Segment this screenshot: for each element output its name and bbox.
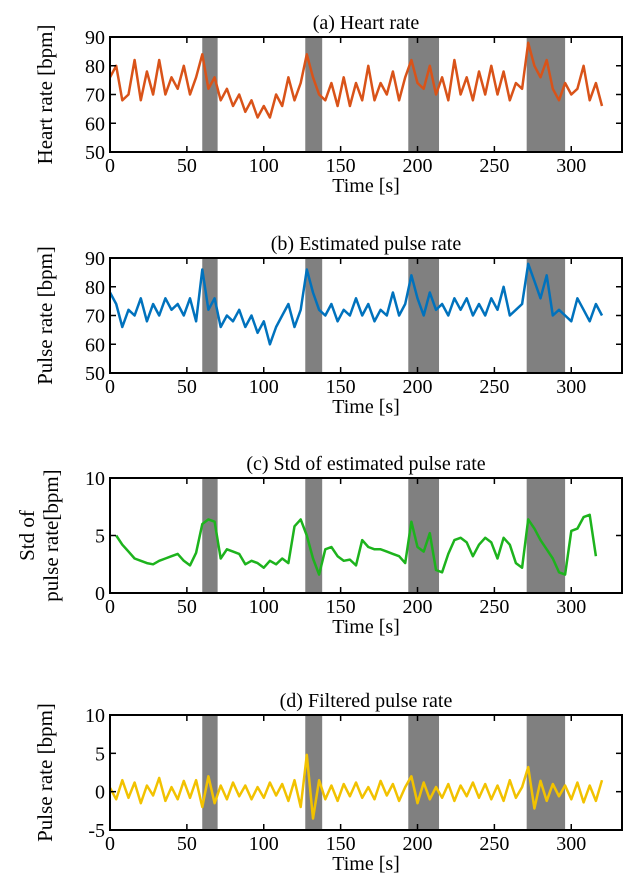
y-tick-label: 5	[95, 526, 105, 548]
shaded-region	[526, 478, 566, 593]
x-axis-label: Time [s]	[332, 616, 400, 638]
subplot-title: (d) Filtered pulse rate	[280, 690, 453, 712]
y-axis-label: Heart rate [bpm]	[33, 25, 57, 165]
x-tick-label: 150	[326, 596, 356, 618]
shaded-region	[305, 715, 323, 830]
y-tick-label: 80	[85, 277, 105, 299]
y-tick-label: 70	[85, 306, 105, 328]
shaded-region	[526, 715, 566, 830]
shaded-region	[408, 715, 440, 830]
x-tick-label: 100	[249, 596, 279, 618]
shaded-region	[202, 37, 218, 152]
y-tick-label: 0	[95, 583, 105, 605]
x-tick-label: 200	[403, 376, 433, 398]
x-tick-label: 0	[105, 376, 115, 398]
y-tick-label: 60	[85, 334, 105, 356]
shaded-region	[202, 715, 218, 830]
x-tick-label: 300	[556, 596, 586, 618]
x-tick-label: 200	[403, 833, 433, 855]
subplot-title: (b) Estimated pulse rate	[271, 233, 462, 255]
y-tick-label: 50	[85, 142, 105, 164]
y-tick-label: 10	[85, 705, 105, 727]
y-tick-label: 60	[85, 113, 105, 135]
data-line	[108, 753, 604, 820]
y-tick-label: 90	[85, 248, 105, 270]
x-tick-label: 150	[326, 155, 356, 177]
x-tick-label: 250	[479, 376, 509, 398]
axes-box	[109, 714, 623, 831]
x-tick-label: 50	[177, 833, 197, 855]
shaded-region	[408, 37, 440, 152]
subplot-title: (a) Heart rate	[313, 12, 420, 34]
y-tick-label: 80	[85, 56, 105, 78]
shaded-region	[408, 478, 440, 593]
x-tick-label: 300	[556, 376, 586, 398]
y-tick-label: 5	[95, 743, 105, 765]
subplot-title: (c) Std of estimated pulse rate	[246, 453, 485, 475]
shaded-region	[305, 478, 323, 593]
shaded-region	[202, 258, 218, 373]
x-tick-label: 250	[479, 155, 509, 177]
y-tick-label: 90	[85, 27, 105, 49]
x-tick-label: 50	[177, 376, 197, 398]
x-axis-label: Time [s]	[332, 175, 400, 197]
x-tick-label: 50	[177, 155, 197, 177]
y-axis-label: Std of	[15, 510, 39, 561]
shaded-region	[305, 258, 323, 373]
x-axis-label: Time [s]	[332, 853, 400, 875]
y-tick-label: 10	[85, 468, 105, 490]
data-line	[108, 41, 604, 119]
shaded-region	[202, 478, 218, 593]
data-line	[115, 513, 598, 576]
x-tick-label: 200	[403, 155, 433, 177]
y-axis-label: Pulse rate [bpm]	[33, 246, 57, 385]
y-axis-label: pulse rate[bpm]	[39, 469, 63, 601]
data-line	[108, 262, 604, 346]
x-tick-label: 0	[105, 596, 115, 618]
x-tick-label: 250	[479, 596, 509, 618]
y-axis-label: Pulse rate [bpm]	[33, 703, 57, 842]
x-tick-label: 100	[249, 833, 279, 855]
x-axis-label: Time [s]	[332, 396, 400, 418]
x-tick-label: 0	[105, 155, 115, 177]
y-tick-label: 50	[85, 363, 105, 385]
x-tick-label: 200	[403, 596, 433, 618]
x-tick-label: 300	[556, 833, 586, 855]
x-tick-label: 0	[105, 833, 115, 855]
x-tick-label: 100	[249, 376, 279, 398]
x-tick-label: 50	[177, 596, 197, 618]
y-tick-label: 70	[85, 85, 105, 107]
x-tick-label: 100	[249, 155, 279, 177]
x-tick-label: 150	[326, 833, 356, 855]
y-tick-label: -5	[88, 820, 105, 842]
x-tick-label: 300	[556, 155, 586, 177]
x-tick-label: 150	[326, 376, 356, 398]
x-tick-label: 250	[479, 833, 509, 855]
y-tick-label: 0	[95, 782, 105, 804]
